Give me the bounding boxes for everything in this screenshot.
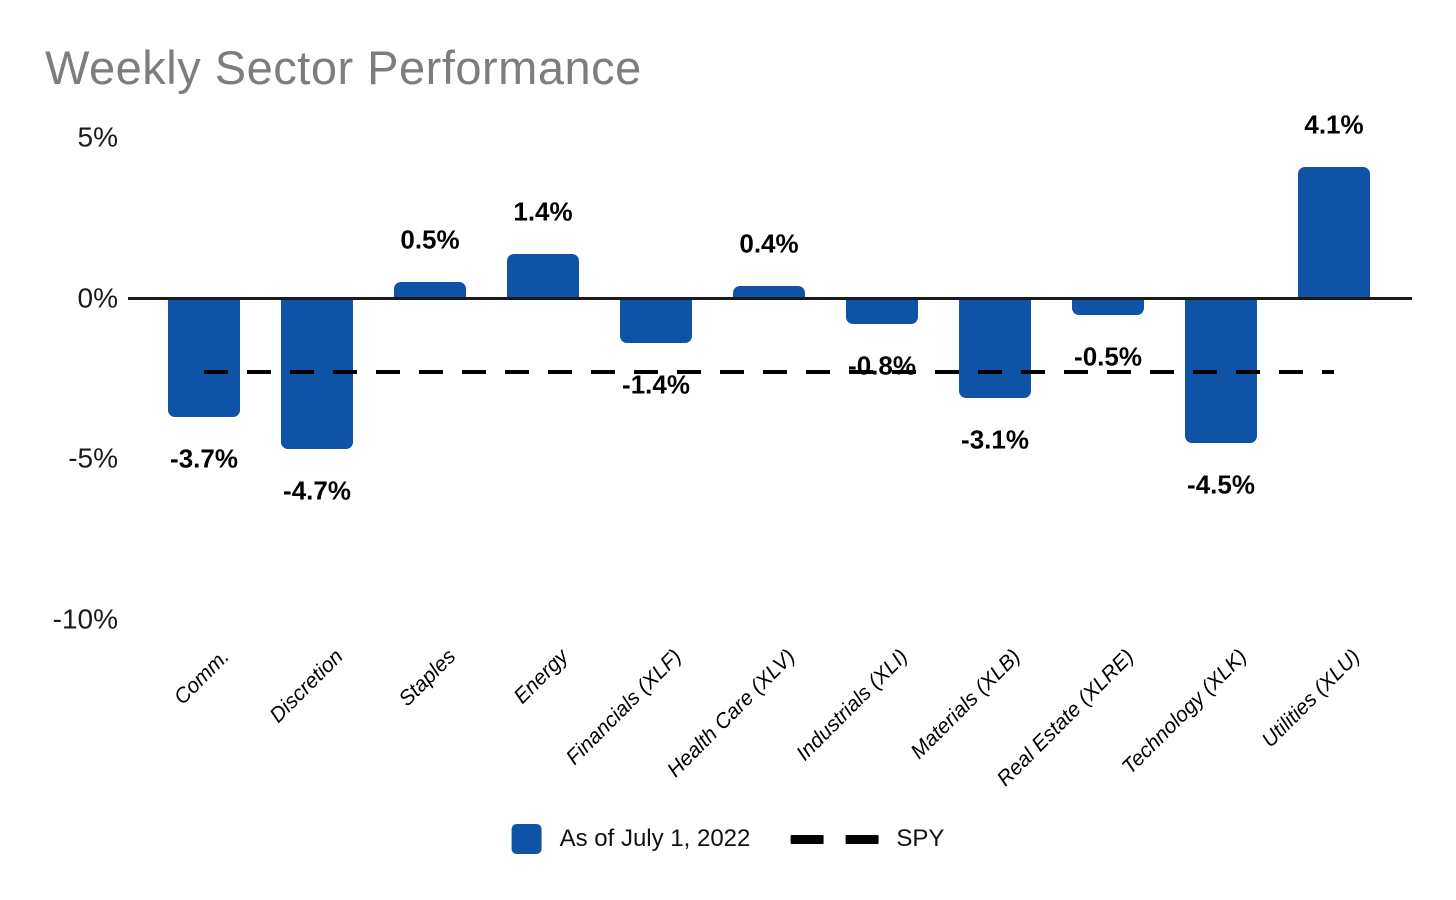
bar-utilities-xlu: [1298, 166, 1370, 299]
bar-real-estate-xlre: [1072, 298, 1144, 315]
value-label-industrials-xli: -0.8%: [848, 350, 916, 381]
legend-spy-dash-icon: [790, 834, 824, 844]
bar-comm: [168, 298, 240, 418]
legend-spy-label: SPY: [896, 825, 945, 852]
value-label-staples: 0.5%: [400, 224, 460, 255]
legend: As of July 1, 2022 SPY: [511, 824, 945, 854]
value-label-technology-xlk: -4.5%: [1187, 469, 1255, 500]
value-label-financials-xlf: -1.4%: [622, 369, 690, 400]
x-axis-label-comm: Comm.: [170, 645, 235, 710]
legend-series-swatch-icon: [511, 824, 542, 854]
value-label-discretion: -4.7%: [283, 475, 351, 506]
value-label-materials-xlb: -3.1%: [961, 424, 1029, 455]
bar-materials-xlb: [959, 298, 1031, 398]
x-axis-label-materials-xlb: Materials (XLB): [906, 645, 1026, 764]
legend-spy-dash-icon: [845, 834, 879, 844]
value-label-real-estate-xlre: -0.5%: [1074, 341, 1142, 372]
value-label-utilities-xlu: 4.1%: [1304, 109, 1364, 140]
x-axis-label-discretion: Discretion: [264, 645, 348, 728]
y-tick-label: 5%: [77, 121, 118, 153]
chart-title: Weekly Sector Performance: [45, 41, 642, 94]
value-label-energy: 1.4%: [513, 196, 573, 227]
bar-staples: [394, 282, 466, 299]
x-axis-label-energy: Energy: [509, 645, 574, 709]
y-tick-label: 0%: [77, 281, 118, 313]
legend-series-label: As of July 1, 2022: [559, 825, 751, 852]
bar-financials-xlf: [620, 298, 692, 344]
x-axis-label-utilities-xlu: Utilities (XLU): [1257, 645, 1365, 753]
y-tick-label: -5%: [68, 442, 118, 474]
bar-industrials-xli: [846, 298, 918, 325]
y-tick-label: -10%: [52, 602, 118, 634]
spy-dashed-reference-line: [204, 370, 1334, 375]
x-axis-label-staples: Staples: [394, 645, 461, 711]
x-axis-label-technology-xlk: Technology (XLK): [1117, 645, 1252, 779]
zero-axis-line: [128, 297, 1412, 300]
bar-health-care-xlv: [733, 285, 805, 299]
value-label-health-care-xlv: 0.4%: [739, 228, 799, 259]
value-label-comm: -3.7%: [170, 443, 238, 474]
bar-energy: [507, 253, 579, 299]
x-axis-label-financials-xlf: Financials (XLF): [561, 645, 687, 770]
x-axis-label-industrials-xli: Industrials (XLI): [792, 645, 913, 766]
